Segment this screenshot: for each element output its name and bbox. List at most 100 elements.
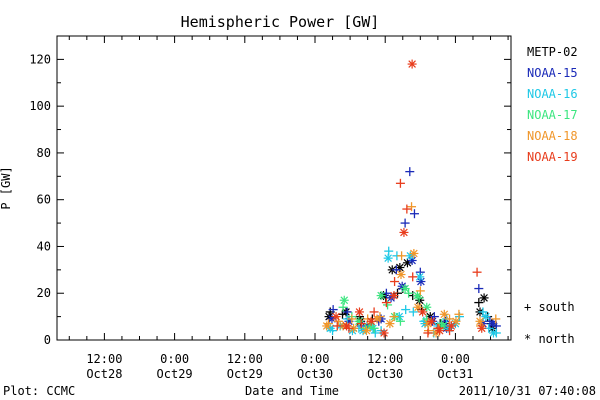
north-point-noaa-19 — [435, 326, 445, 336]
legend-entry-noaa-15: NOAA-15 — [527, 66, 578, 80]
north-point-noaa-17 — [354, 316, 364, 326]
north-point-noaa-19 — [477, 323, 487, 333]
south-point-noaa-15 — [405, 167, 415, 177]
x-tick-label-date: Oct31 — [437, 367, 473, 381]
x-axis-label: Date and Time — [245, 384, 339, 398]
x-tick-label-time: 0:00 — [301, 352, 330, 366]
footer-timestamp: 2011/10/31 07:40:08 — [459, 384, 596, 398]
legend-south-marker: + south — [524, 300, 575, 314]
x-tick-label-date: Oct28 — [86, 367, 122, 381]
south-point-noaa-18 — [454, 309, 464, 319]
south-point-noaa-19 — [402, 204, 412, 214]
x-axis: 12:00Oct280:00Oct2912:00Oct290:00Oct3012… — [68, 36, 509, 381]
north-point-noaa-16 — [415, 272, 425, 282]
south-point-noaa-17 — [383, 300, 393, 310]
footer-source: Plot: CCMC — [3, 384, 75, 398]
south-point-noaa-15 — [400, 218, 410, 228]
north-point-noaa-19 — [379, 328, 389, 338]
data-points — [322, 59, 501, 338]
south-point-noaa-19 — [356, 319, 366, 329]
north-point-noaa-17 — [400, 284, 410, 294]
south-point-noaa-19 — [381, 298, 391, 308]
legend-entry-noaa-16: NOAA-16 — [527, 87, 578, 101]
y-tick-label: 100 — [29, 99, 51, 113]
north-point-noaa-19 — [354, 307, 364, 317]
x-tick-label-time: 0:00 — [441, 352, 470, 366]
x-tick-label-date: Oct30 — [367, 367, 403, 381]
north-point-noaa-18 — [409, 248, 419, 258]
south-point-noaa-16 — [408, 307, 418, 317]
south-point-noaa-17 — [404, 288, 414, 298]
south-point-noaa-15 — [328, 305, 338, 315]
north-point-noaa-19 — [342, 321, 352, 331]
y-tick-label: 0 — [44, 333, 51, 347]
south-point-noaa-16 — [401, 305, 411, 315]
x-tick-label-time: 12:00 — [227, 352, 263, 366]
x-tick-label-time: 12:00 — [367, 352, 403, 366]
south-point-noaa-15 — [409, 209, 419, 219]
north-point-noaa-19 — [418, 307, 428, 317]
north-point-noaa-17 — [365, 321, 375, 331]
south-point-noaa-19 — [472, 267, 482, 277]
north-point-metp-02 — [479, 293, 489, 303]
y-axis-label: P [GW] — [0, 166, 13, 209]
north-point-noaa-16 — [488, 328, 498, 338]
chart-title: Hemispheric Power [GW] — [181, 13, 380, 31]
y-axis: 0 20 40 60 80 100 120 — [29, 52, 511, 347]
south-point-noaa-18 — [397, 251, 407, 261]
x-tick-label-date: Oct30 — [297, 367, 333, 381]
south-point-noaa-16 — [478, 307, 488, 317]
north-point-noaa-17 — [339, 295, 349, 305]
legend-entry-noaa-17: NOAA-17 — [527, 108, 578, 122]
north-point-noaa-17 — [376, 291, 386, 301]
south-point-noaa-19 — [369, 307, 379, 317]
north-point-noaa-19 — [407, 59, 417, 69]
north-point-noaa-16 — [383, 253, 393, 263]
north-point-noaa-19 — [389, 291, 399, 301]
south-point-noaa-18 — [407, 202, 417, 212]
south-point-metp-02 — [474, 298, 484, 308]
south-point-noaa-19 — [408, 272, 418, 282]
south-point-noaa-17 — [369, 323, 379, 333]
south-point-noaa-17 — [395, 316, 405, 326]
south-point-noaa-18 — [347, 314, 357, 324]
legend: METP-02 NOAA-15 NOAA-16 NOAA-17 NOAA-18 NOAA-… — [527, 45, 578, 164]
x-tick-label-date: Oct29 — [157, 367, 193, 381]
north-point-noaa-18 — [475, 316, 485, 326]
north-point-noaa-16 — [481, 312, 491, 322]
north-point-noaa-18 — [349, 323, 359, 333]
x-tick-label-date: Oct29 — [227, 367, 263, 381]
south-point-noaa-19 — [395, 178, 405, 188]
north-point-noaa-18 — [361, 326, 371, 336]
legend-north-marker: * north — [524, 332, 575, 346]
south-point-noaa-17 — [338, 302, 348, 312]
south-point-noaa-19 — [390, 277, 400, 287]
north-point-noaa-17 — [412, 291, 422, 301]
north-point-noaa-19 — [399, 227, 409, 237]
north-point-noaa-18 — [322, 321, 332, 331]
north-point-noaa-18 — [396, 270, 406, 280]
y-tick-label: 60 — [37, 193, 51, 207]
south-point-noaa-18 — [445, 314, 455, 324]
plot-frame — [56, 35, 512, 341]
north-point-noaa-19 — [331, 312, 341, 322]
north-point-noaa-19 — [366, 316, 376, 326]
south-point-noaa-18 — [491, 314, 501, 324]
south-point-noaa-18 — [389, 312, 399, 322]
north-point-noaa-18 — [385, 319, 395, 329]
y-tick-label: 80 — [37, 146, 51, 160]
x-tick-label-time: 0:00 — [160, 352, 189, 366]
south-point-noaa-19 — [423, 328, 433, 338]
south-point-noaa-19 — [332, 321, 342, 331]
south-point-noaa-18 — [415, 286, 425, 296]
y-tick-label: 20 — [37, 286, 51, 300]
south-point-noaa-15 — [391, 265, 401, 275]
y-tick-label: 40 — [37, 239, 51, 253]
legend-entry-metp-02: METP-02 — [527, 45, 578, 59]
x-tick-label-time: 12:00 — [86, 352, 122, 366]
legend-entry-noaa-19: NOAA-19 — [527, 150, 578, 164]
south-point-noaa-15 — [474, 284, 484, 294]
north-point-noaa-15 — [488, 319, 498, 329]
north-point-noaa-19 — [426, 316, 436, 326]
